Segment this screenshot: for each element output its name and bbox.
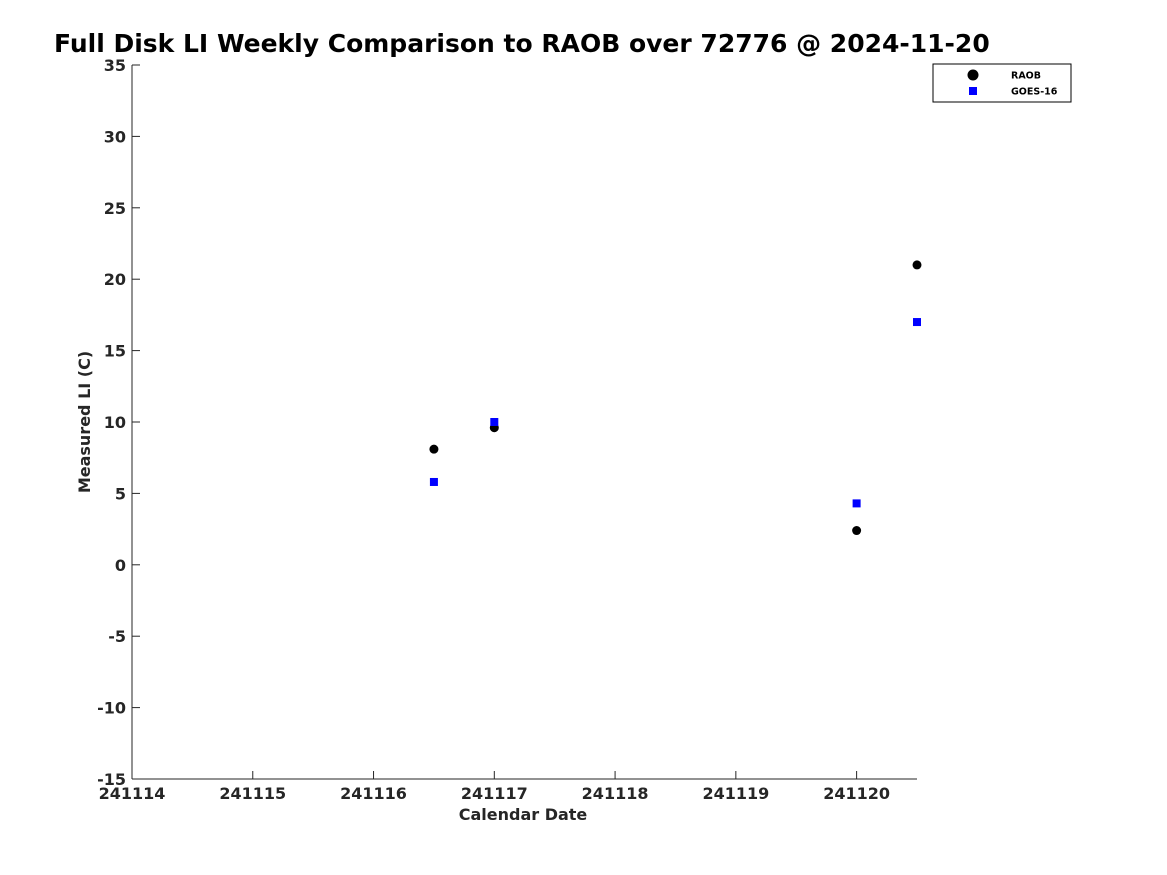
y-tick-label: 20	[104, 270, 126, 289]
y-axis-label: Measured LI (C)	[75, 351, 94, 493]
y-tick-label: -5	[108, 627, 126, 646]
goes16-point	[852, 499, 861, 508]
x-axis-label: Calendar Date	[459, 805, 588, 824]
raob-point	[852, 526, 862, 536]
y-ticks: -15 -10 -5 0 5 10 15 20 25 30 35	[97, 56, 140, 789]
legend-box	[932, 63, 1072, 103]
y-tick-label: 5	[115, 484, 126, 503]
goes16-point	[429, 477, 438, 486]
x-tick-label: 241114	[99, 784, 166, 803]
legend-marker-raob	[967, 69, 979, 81]
raob-point	[912, 260, 922, 270]
y-tick-label: 25	[104, 199, 126, 218]
y-tick-label: 0	[115, 556, 126, 575]
x-tick-label: 241117	[461, 784, 528, 803]
y-tick-label: -15	[97, 770, 126, 789]
y-tick-label: 10	[104, 413, 126, 432]
legend: RAOB GOES-16	[932, 63, 1072, 103]
x-tick-label: 241116	[340, 784, 407, 803]
raob-point	[429, 444, 439, 454]
x-tick-label: 241120	[823, 784, 890, 803]
x-ticks: 241114 241115 241116 241117 241118 241119 2411…	[99, 771, 890, 803]
y-tick-label: 30	[104, 127, 126, 146]
y-tick-label: 15	[104, 342, 126, 361]
legend-label: GOES-16	[1011, 87, 1058, 98]
y-tick-label: -10	[97, 699, 126, 718]
legend-marker-goes16	[969, 87, 977, 95]
chart-title: Full Disk LI Weekly Comparison to RAOB o…	[54, 29, 990, 58]
goes16-point	[913, 318, 921, 327]
goes16-point	[490, 418, 499, 426]
x-tick-label: 241119	[702, 784, 769, 803]
plot-axes	[131, 65, 917, 780]
x-tick-label: 241118	[582, 784, 649, 803]
x-tick-label: 241115	[219, 784, 286, 803]
legend-label: RAOB	[1011, 71, 1041, 82]
y-tick-label: 35	[104, 56, 126, 75]
data-markers	[429, 260, 922, 536]
